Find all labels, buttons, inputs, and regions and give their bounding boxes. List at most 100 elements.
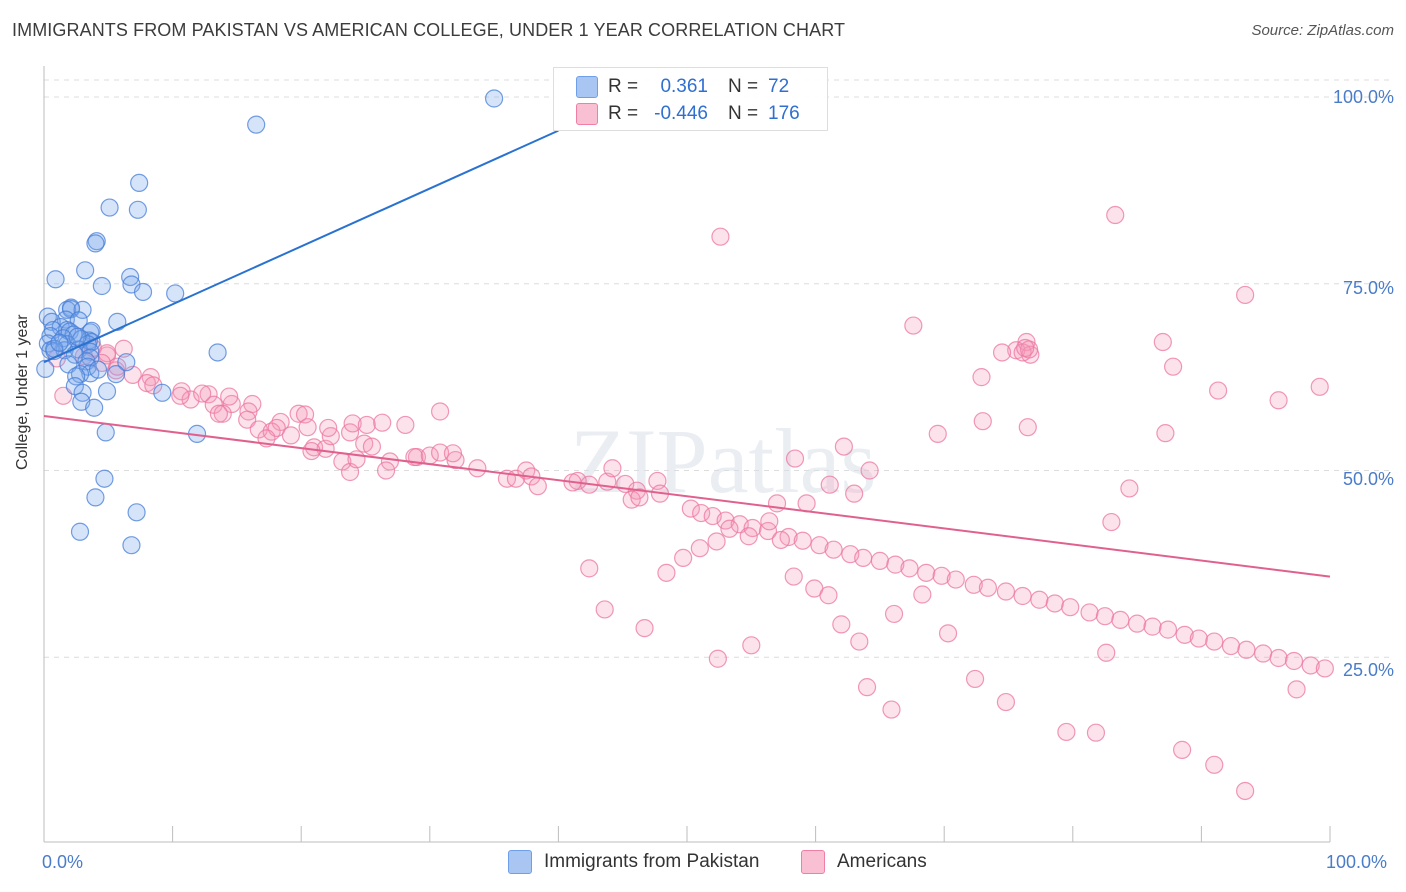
americans-point <box>793 531 812 550</box>
legend-n-value: 176 <box>768 103 800 124</box>
americans-point <box>832 615 851 634</box>
americans-point <box>595 600 614 619</box>
americans-point <box>785 449 805 468</box>
americans-point <box>1237 640 1256 659</box>
legend-item-pakistan[interactable]: Immigrants from Pakistan <box>508 850 759 874</box>
americans-point <box>220 387 239 406</box>
americans-point <box>720 519 739 538</box>
legend-row-americans: R = -0.446 N = 176 <box>576 102 808 126</box>
trendlines <box>43 129 1331 578</box>
americans-point <box>973 412 992 431</box>
pakistan-point <box>208 343 227 362</box>
americans-point <box>396 415 415 435</box>
y-tick-100: 100.0% <box>1332 87 1394 107</box>
pink-swatch <box>801 850 825 874</box>
pakistan-trendline <box>43 129 559 364</box>
americans-point <box>209 404 228 423</box>
y-axis-label: College, Under 1 year <box>14 314 31 470</box>
americans-point <box>1127 614 1147 633</box>
americans-point <box>1061 598 1080 617</box>
americans-point <box>1310 377 1329 396</box>
americans-point <box>298 418 317 437</box>
watermark: ZIPatlas <box>570 410 877 512</box>
americans-point <box>882 700 901 719</box>
americans-point <box>1209 381 1228 400</box>
americans-point <box>674 548 693 567</box>
americans-point <box>946 570 965 589</box>
americans-point <box>965 669 985 689</box>
pakistan-point <box>130 173 149 193</box>
americans-point <box>870 551 890 570</box>
pakistan-point <box>73 300 92 319</box>
americans-point <box>820 475 839 494</box>
americans-point <box>54 386 73 405</box>
americans-point <box>430 443 450 462</box>
americans-point <box>1030 590 1049 609</box>
americans-point <box>854 548 873 567</box>
americans-point <box>528 477 547 496</box>
pakistan-point <box>76 261 95 280</box>
pakistan-point <box>92 276 111 296</box>
americans-point <box>681 499 700 518</box>
americans-point <box>739 527 758 546</box>
pakistan-point <box>122 536 141 555</box>
americans-point <box>108 357 127 376</box>
pakistan-points <box>36 89 504 555</box>
americans-point <box>376 461 396 480</box>
americans-point <box>917 563 936 582</box>
americans-point <box>1315 659 1334 678</box>
legend-n-label: N = <box>728 103 759 124</box>
americans-point <box>707 532 726 551</box>
legend-label: Immigrants from Pakistan <box>544 851 760 872</box>
americans-point <box>468 459 487 478</box>
americans-point <box>742 636 761 655</box>
americans-point <box>343 414 362 433</box>
americans-point <box>1156 424 1175 443</box>
americans-point <box>1106 205 1125 225</box>
pakistan-point <box>46 270 65 289</box>
americans-point <box>1143 617 1162 636</box>
americans-point <box>1095 607 1115 626</box>
axes <box>43 66 1331 843</box>
americans-point <box>819 586 838 605</box>
americans-point <box>1221 636 1241 656</box>
y-tick-25: 25.0% <box>1342 660 1394 680</box>
pakistan-point <box>86 488 105 507</box>
legend-row-pakistan: R = 0.361 N = 72 <box>576 75 808 99</box>
pakistan-point <box>88 360 108 379</box>
legend-r-label: R = <box>608 103 639 124</box>
pink-swatch <box>576 103 598 125</box>
americans-point <box>928 424 947 443</box>
americans-point <box>193 384 212 403</box>
americans-point <box>1102 512 1121 532</box>
americans-point <box>860 461 879 480</box>
americans-point <box>1120 479 1139 498</box>
pakistan-point <box>133 282 153 302</box>
correlation-legend: R = 0.361 N = 72 R = -0.446 N = 176 <box>553 67 828 131</box>
legend-item-americans[interactable]: Americans <box>801 850 927 874</box>
americans-point <box>603 459 622 478</box>
pakistan-point <box>86 234 105 253</box>
y-tick-50: 50.0% <box>1342 469 1394 489</box>
americans-point <box>824 540 843 559</box>
pakistan-point <box>67 367 86 386</box>
americans-point <box>362 437 382 456</box>
americans-point <box>114 339 133 358</box>
legend-n-label: N = <box>728 76 759 97</box>
americans-point <box>758 521 778 541</box>
americans-point <box>886 555 905 574</box>
americans-point <box>760 512 779 531</box>
legend-r-label: R = <box>608 76 639 97</box>
americans-point <box>1236 285 1255 305</box>
americans-point <box>1111 610 1130 630</box>
pakistan-point <box>70 522 90 541</box>
americans-point <box>913 585 932 604</box>
americans-point <box>380 452 400 471</box>
pakistan-point <box>247 115 266 134</box>
americans-point <box>1269 648 1288 668</box>
americans-point <box>1013 586 1032 606</box>
americans-point <box>1153 332 1172 352</box>
americans-point <box>1269 391 1288 410</box>
americans-point <box>1018 418 1037 437</box>
pakistan-point <box>117 353 136 372</box>
